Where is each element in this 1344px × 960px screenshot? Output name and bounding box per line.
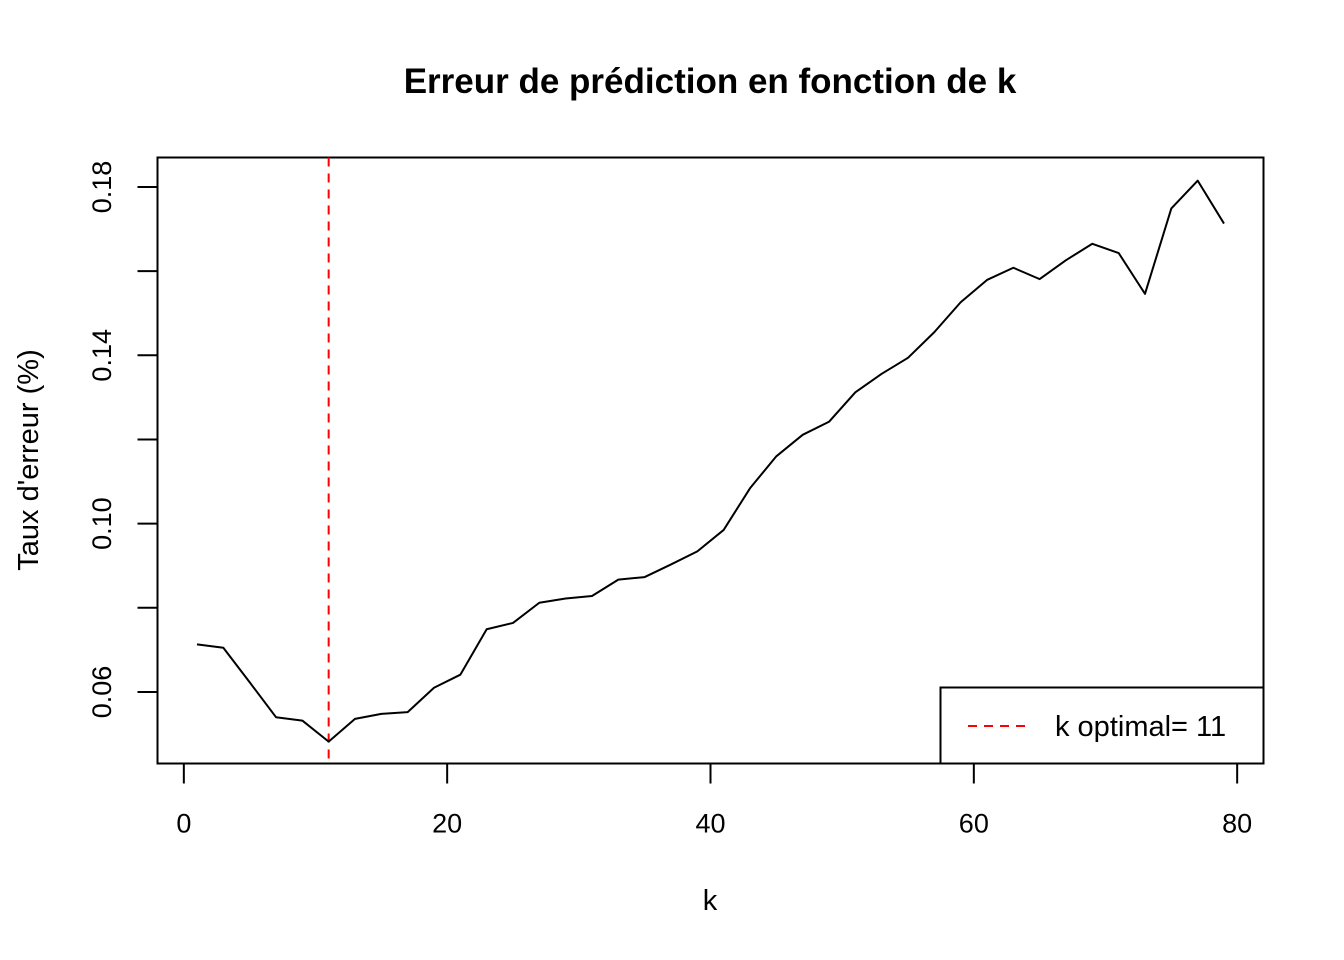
y-tick-label: 0.14 (87, 329, 117, 382)
legend: k optimal= 11 (939, 686, 1265, 765)
legend-box (939, 686, 1265, 765)
x-tick-label: 0 (176, 809, 191, 839)
x-tick-label: 40 (695, 809, 725, 839)
y-axis: 0.06 0.10 0.14 0.18 (87, 161, 158, 719)
y-tick-label: 0.06 (87, 666, 117, 719)
x-tick-label: 60 (959, 809, 989, 839)
x-axis-label: k (703, 885, 718, 917)
y-axis-label: Taux d'erreur (%) (13, 349, 45, 571)
x-tick-label: 20 (432, 809, 462, 839)
legend-label: k optimal= 11 (1055, 711, 1226, 743)
plot-frame (156, 156, 1265, 765)
series-line (196, 179, 1225, 743)
x-tick-label: 80 (1222, 809, 1252, 839)
chart-title: Erreur de prédiction en fonction de k (404, 62, 1017, 101)
y-tick-label: 0.18 (87, 161, 117, 214)
x-axis: 0 20 40 60 80 (176, 763, 1252, 839)
y-tick-label: 0.10 (87, 497, 117, 550)
